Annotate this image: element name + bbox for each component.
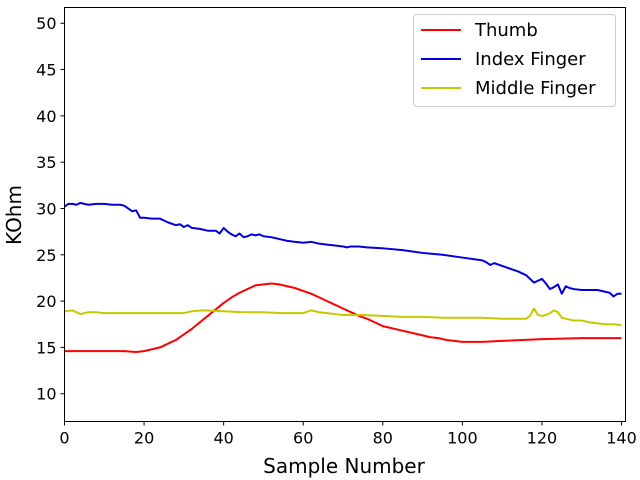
y-tick-label: 20 — [36, 292, 56, 311]
x-axis: 0 20 40 60 80 100 120 140 — [59, 421, 637, 448]
y-tick-label: 50 — [36, 14, 56, 33]
x-tick-label: 0 — [59, 429, 69, 448]
legend-label-middle-finger: Middle Finger — [475, 78, 596, 99]
series-line-middle-finger — [64, 307, 622, 327]
y-tick-label: 35 — [36, 153, 56, 172]
legend-label-thumb: Thumb — [474, 20, 538, 41]
y-tick-label: 40 — [36, 107, 56, 126]
y-tick-label: 15 — [36, 338, 56, 357]
legend: Thumb Index Finger Middle Finger — [413, 14, 616, 107]
y-tick-label: 25 — [36, 246, 56, 265]
y-axis: 10 15 20 25 30 35 40 45 50 — [36, 14, 65, 404]
y-tick-label: 30 — [36, 199, 56, 218]
y-axis-label: KOhm — [2, 185, 26, 245]
plot-frame — [64, 7, 626, 422]
x-tick-label: 60 — [293, 429, 313, 448]
x-tick-label: 120 — [527, 429, 558, 448]
x-tick-label: 100 — [447, 429, 478, 448]
x-axis-label: Sample Number — [263, 454, 425, 478]
x-tick-label: 80 — [373, 429, 393, 448]
x-tick-label: 20 — [134, 429, 154, 448]
series-line-thumb — [64, 282, 622, 354]
y-tick-label: 10 — [36, 385, 56, 404]
x-tick-label: 140 — [606, 429, 637, 448]
x-tick-label: 40 — [213, 429, 233, 448]
series-layer — [63, 201, 622, 354]
legend-box — [413, 14, 616, 107]
series-line-index-finger — [63, 201, 622, 298]
y-tick-label: 45 — [36, 61, 56, 80]
legend-label-index-finger: Index Finger — [475, 49, 586, 70]
